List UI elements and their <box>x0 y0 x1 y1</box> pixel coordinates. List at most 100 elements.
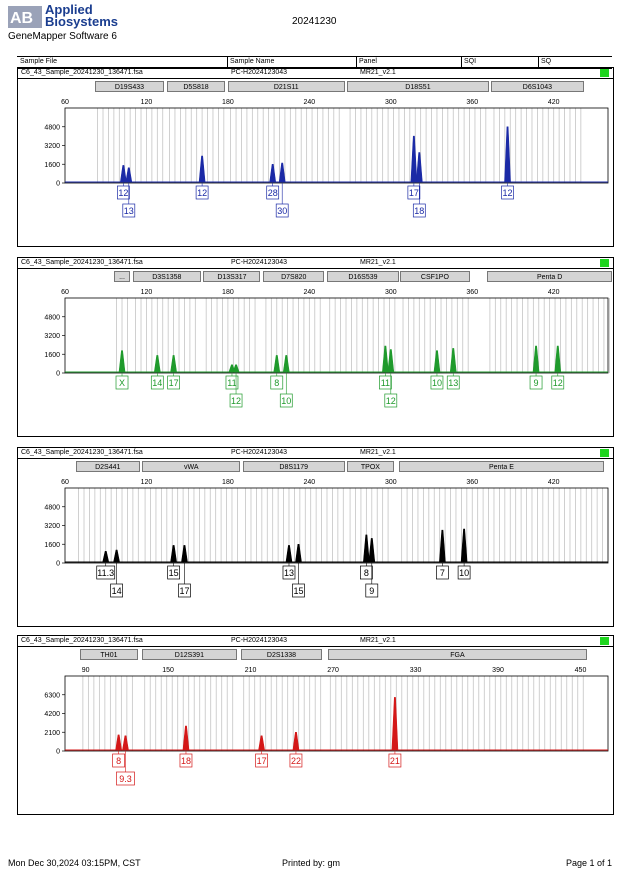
allele-call-label: 30 <box>277 206 287 216</box>
allele-peak <box>433 350 441 373</box>
allele-call-box <box>379 375 392 390</box>
y-tick-label: 0 <box>56 181 60 188</box>
allele-call-label: 10 <box>432 378 442 388</box>
sizing-quality-icon <box>600 259 609 267</box>
allele-bin-lines <box>82 676 584 751</box>
y-tick-label: 0 <box>56 561 60 568</box>
allele-peak <box>460 528 468 563</box>
sample-info-row: C6_43_Sample_20241230_136471.fsa PC-H2024… <box>18 636 613 647</box>
allele-peak <box>181 545 188 563</box>
allele-call-label: X <box>119 378 125 388</box>
plot-frame <box>64 675 609 752</box>
col-panel: Panel <box>359 58 377 65</box>
allele-peak <box>368 538 376 563</box>
x-tick-label: 240 <box>304 99 316 106</box>
allele-call-label: 12 <box>197 188 207 198</box>
allele-call-label: 8 <box>116 756 121 766</box>
x-tick-label: 150 <box>162 667 174 674</box>
allele-peak <box>292 731 300 751</box>
x-tick-label: 60 <box>61 479 69 486</box>
marker-label: D18S51 <box>347 81 489 92</box>
allele-peak <box>387 349 395 373</box>
allele-call-box <box>360 565 373 580</box>
sample-name: PC-H2024123043 <box>231 69 288 76</box>
col-sq: SQ <box>541 58 552 65</box>
allele-peak <box>269 163 276 183</box>
x-tick-label: 120 <box>141 99 153 106</box>
x-tick-label: 180 <box>222 289 234 296</box>
sizing-quality-icon <box>600 449 609 457</box>
allele-call-label: 17 <box>179 586 189 596</box>
allele-call-label: 8 <box>274 378 279 388</box>
printed-on: Mon Dec 30,2024 03:15PM, CST <box>8 858 141 868</box>
sizing-quality-icon <box>600 69 609 77</box>
x-tick-label: 180 <box>222 479 234 486</box>
allele-call-box <box>365 583 379 598</box>
x-tick-label: 120 <box>141 289 153 296</box>
allele-call-box <box>110 583 123 598</box>
allele-peak <box>282 355 290 373</box>
allele-call-box <box>225 375 239 390</box>
electropherogram-panel-blue: C6_43_Sample_20241230_136471.fsa PC-H2024… <box>17 67 614 247</box>
y-tick-label: 3200 <box>44 143 60 150</box>
x-tick-label: 300 <box>385 479 397 486</box>
allele-call-box <box>457 565 471 580</box>
column-header-row: Sample File Sample Name Panel SQI SQ <box>17 56 612 69</box>
panel-name: MR21_v2.1 <box>360 449 396 456</box>
sample-name: PC-H2024123043 <box>231 449 288 456</box>
x-tick-label: 450 <box>575 667 587 674</box>
allele-call-label: 10 <box>281 396 291 406</box>
allele-call-label: 15 <box>293 586 303 596</box>
allele-call-box <box>289 753 303 768</box>
allele-peak <box>449 348 457 373</box>
y-tick-label: 4800 <box>44 124 60 131</box>
allele-peak <box>122 735 129 751</box>
allele-call-label: 17 <box>409 188 419 198</box>
plot-frame <box>64 107 609 184</box>
col-sqi: SQI <box>464 58 477 65</box>
allele-call-box <box>167 375 180 390</box>
allele-peak <box>554 345 562 373</box>
allele-call-box <box>255 753 268 768</box>
marker-label: D2S1338 <box>240 649 323 660</box>
allele-peak <box>182 725 190 751</box>
logo-line-1: Applied <box>45 2 93 17</box>
allele-bin-lines <box>78 488 603 563</box>
allele-call-label: 8 <box>364 568 369 578</box>
electropherogram-panel-green: C6_43_Sample_20241230_136471.fsa PC-H2024… <box>17 257 614 437</box>
x-tick-label: 120 <box>141 479 153 486</box>
x-tick-label: 240 <box>304 479 316 486</box>
allele-call-label: 11.3 <box>97 568 114 578</box>
marker-label: D19S433 <box>94 81 165 92</box>
allele-peak <box>363 534 370 563</box>
allele-call-label: 28 <box>268 188 278 198</box>
allele-call-label: 12 <box>503 188 513 198</box>
allele-peak <box>154 355 161 373</box>
allele-call-label: 14 <box>112 586 122 596</box>
allele-call-box <box>150 375 164 390</box>
x-tick-label: 420 <box>548 289 560 296</box>
allele-call-box <box>436 565 449 580</box>
marker-label: D3S1358 <box>132 271 201 282</box>
allele-peak <box>295 543 302 563</box>
y-tick-label: 1600 <box>44 352 60 359</box>
allele-call-label: 18 <box>414 206 424 216</box>
printed-by: Printed by: gm <box>282 858 341 868</box>
allele-peak <box>125 167 133 183</box>
allele-peak <box>198 155 206 183</box>
sample-file-name: C6_43_Sample_20241230_136471.fsa <box>21 637 143 644</box>
allele-call-label: 17 <box>257 756 267 766</box>
allele-peak <box>532 345 540 373</box>
marker-label: ... <box>113 271 131 282</box>
electropherogram-panel-black: C6_43_Sample_20241230_136471.fsa PC-H2024… <box>17 447 614 627</box>
allele-peak <box>115 734 122 751</box>
y-tick-label: 4200 <box>44 711 60 718</box>
panel-name: MR21_v2.1 <box>360 259 396 266</box>
electropherogram-plot: 60 120 180 240 300 360 420 0 1600 3200 4800 12 13 12 2… <box>44 99 609 218</box>
allele-call-box <box>292 583 305 598</box>
marker-label: D8S1179 <box>242 461 345 472</box>
allele-call-label: 22 <box>291 756 301 766</box>
allele-call-label: 7 <box>440 568 445 578</box>
panel-name: MR21_v2.1 <box>360 69 396 76</box>
x-tick-label: 360 <box>466 479 478 486</box>
